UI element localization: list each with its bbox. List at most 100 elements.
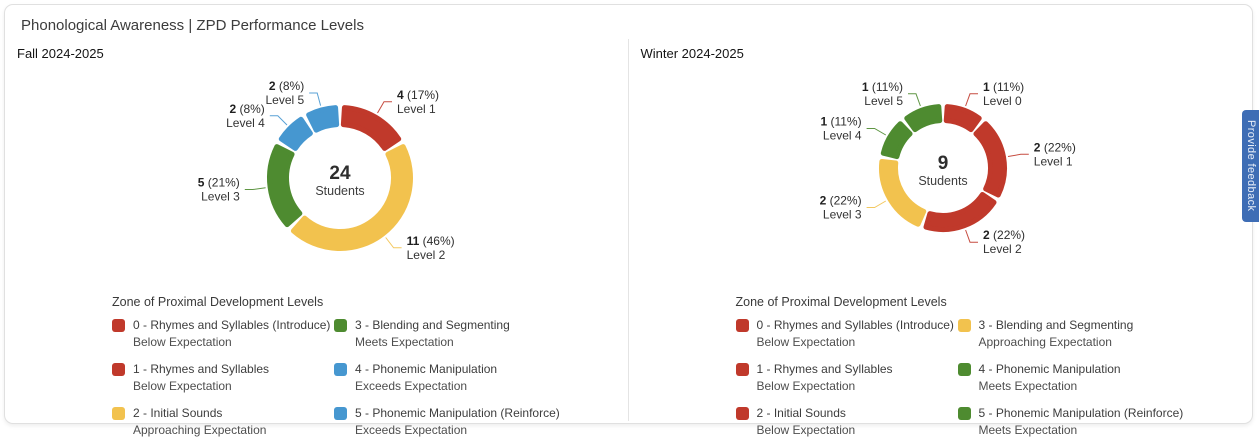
callout-level: Level 0 <box>983 94 1022 108</box>
callout-line <box>964 229 978 243</box>
callout-line <box>269 115 288 126</box>
legend-item: 5 - Phonemic Manipulation (Reinforce) Mee… <box>957 405 1253 438</box>
callout-level: Level 3 <box>201 190 240 204</box>
callout-value: 2 (8%) <box>229 102 264 116</box>
legend-label: 1 - Rhymes and Syllables Below Expectatio… <box>756 362 893 393</box>
legend-item: 3 - Blending and Segmenting Meets Expecta… <box>334 317 628 351</box>
panel-fall: Fall 2024-2025 4 (17%) Level 1 11 (46%) Lev… <box>5 39 629 437</box>
callout-value: 2 (22%) <box>983 228 1025 242</box>
donut-chart: 4 (17%)Level 111 (46%)Level 25 (21%)Leve… <box>198 79 455 262</box>
callout-value: 5 (21%) <box>198 176 240 190</box>
callout-value: 4 (17%) <box>397 88 439 102</box>
callout-line <box>244 187 266 190</box>
callout-value: 2 (8%) <box>269 79 304 93</box>
callout-line <box>385 237 402 249</box>
callout-value: 2 (22%) <box>1033 140 1075 154</box>
callout-line <box>907 93 921 107</box>
callout-level: Level 4 <box>226 116 265 130</box>
legend-item: 1 - Rhymes and Syllables Below Expectatio… <box>735 361 958 395</box>
chart-season-title: Fall 2024-2025 <box>17 46 104 61</box>
legend-swatch <box>735 363 749 376</box>
chart-season-title: Winter 2024-2025 <box>640 46 744 61</box>
legend-swatch <box>957 319 971 332</box>
callout-level: Level 4 <box>822 129 861 143</box>
callout-line <box>964 93 978 107</box>
performance-card: Phonological Awareness | ZPD Performance… <box>4 4 1253 437</box>
legend-swatch <box>735 407 749 420</box>
callout-level: Level 5 <box>864 94 903 108</box>
legend-label: 1 - Rhymes and Syllables Below Expectatio… <box>133 362 270 393</box>
donut-center-label: Students <box>315 184 364 198</box>
provide-feedback-button[interactable]: Provide feedback <box>1242 110 1259 222</box>
callout-value: 1 (11%) <box>983 80 1024 94</box>
legend-title: Zone of Proximal Development Levels <box>112 295 324 309</box>
callout-line <box>309 92 322 106</box>
donut-segment[interactable] <box>340 105 402 151</box>
donut-segment[interactable] <box>290 144 413 251</box>
legend-swatch <box>957 407 971 420</box>
legend-grid: 0 - Rhymes and Syllables (Introduce) Belo… <box>112 317 628 438</box>
legend-item: 4 - Phonemic Manipulation Exceeds Expecta… <box>334 361 628 395</box>
legend-label: 0 - Rhymes and Syllables (Introduce) Belo… <box>756 318 954 349</box>
donut-segment[interactable] <box>878 158 926 227</box>
callout-level: Level 1 <box>397 102 436 116</box>
page-title: Phonological Awareness | ZPD Performance… <box>21 17 364 34</box>
callout-level: Level 3 <box>822 208 861 222</box>
legend-item: 2 - Initial Sounds Below Expectation <box>735 405 958 438</box>
legend-label: 3 - Blending and Segmenting Meets Expecta… <box>355 318 510 349</box>
legend-swatch <box>334 363 347 376</box>
legend-item: 4 - Phonemic Manipulation Meets Expectati… <box>957 361 1253 395</box>
callout-value: 11 (46%) <box>407 234 455 248</box>
donut-segment[interactable] <box>278 116 313 151</box>
callout-line <box>377 101 392 114</box>
donut-center-value: 9 <box>937 153 948 174</box>
callout-level: Level 5 <box>265 93 304 107</box>
legend-label: 2 - Initial Sounds Below Expectation <box>756 406 856 437</box>
donut-center-value: 24 <box>329 163 351 184</box>
callout-value: 1 (11%) <box>820 115 861 129</box>
legend-label: 5 - Phonemic Manipulation (Reinforce) Mee… <box>978 406 1184 437</box>
callout-level: Level 2 <box>407 248 446 262</box>
legend-label: 3 - Blending and Segmenting Approaching E… <box>978 318 1134 349</box>
donut-chart: 1 (11%)Level 02 (22%)Level 12 (22%)Level… <box>819 80 1075 256</box>
legend-item: 1 - Rhymes and Syllables Below Expectatio… <box>112 361 334 395</box>
legend-item: 3 - Blending and Segmenting Approaching E… <box>957 317 1253 351</box>
donut-segment[interactable] <box>943 104 982 133</box>
legend-item: 5 - Phonemic Manipulation (Reinforce) Exc… <box>334 405 628 438</box>
legend-item: 2 - Initial Sounds Approaching Expectatio… <box>112 405 334 438</box>
donut-segment[interactable] <box>880 121 913 160</box>
legend-swatch <box>112 363 125 376</box>
donut-segment[interactable] <box>922 192 997 232</box>
zpd-legend: Zone of Proximal Development Levels 0 - … <box>735 295 1253 438</box>
legend-title: Zone of Proximal Development Levels <box>735 295 947 309</box>
legend-label: 4 - Phonemic Manipulation Meets Expectati… <box>978 362 1121 393</box>
donut-segment[interactable] <box>306 105 340 133</box>
callout-level: Level 2 <box>983 242 1022 256</box>
legend-label: 5 - Phonemic Manipulation (Reinforce) Exc… <box>355 406 560 437</box>
callout-value: 2 (22%) <box>819 194 861 208</box>
zpd-legend: Zone of Proximal Development Levels 0 - … <box>112 295 628 438</box>
legend-label: 0 - Rhymes and Syllables (Introduce) Belo… <box>133 318 331 349</box>
callout-line <box>1007 153 1029 157</box>
panels-row: Fall 2024-2025 4 (17%) Level 1 11 (46%) Lev… <box>5 39 1253 437</box>
legend-swatch <box>334 407 347 420</box>
legend-label: 2 - Initial Sounds Approaching Expectatio… <box>133 406 267 437</box>
legend-swatch <box>112 319 125 332</box>
donut-segment[interactable] <box>267 144 303 228</box>
legend-swatch <box>334 319 347 332</box>
legend-item: 0 - Rhymes and Syllables (Introduce) Belo… <box>735 317 958 351</box>
donut-segment[interactable] <box>903 104 942 133</box>
callout-level: Level 1 <box>1033 154 1072 168</box>
legend-item: 0 - Rhymes and Syllables (Introduce) Belo… <box>112 317 334 351</box>
legend-swatch <box>735 319 749 332</box>
callout-line <box>866 200 886 208</box>
legend-swatch <box>112 407 125 420</box>
callout-value: 1 (11%) <box>861 80 902 94</box>
legend-label: 4 - Phonemic Manipulation Exceeds Expecta… <box>355 362 498 393</box>
donut-segment[interactable] <box>972 121 1007 198</box>
legend-grid: 0 - Rhymes and Syllables (Introduce) Belo… <box>735 317 1253 438</box>
legend-swatch <box>957 363 971 376</box>
callout-line <box>866 128 886 136</box>
